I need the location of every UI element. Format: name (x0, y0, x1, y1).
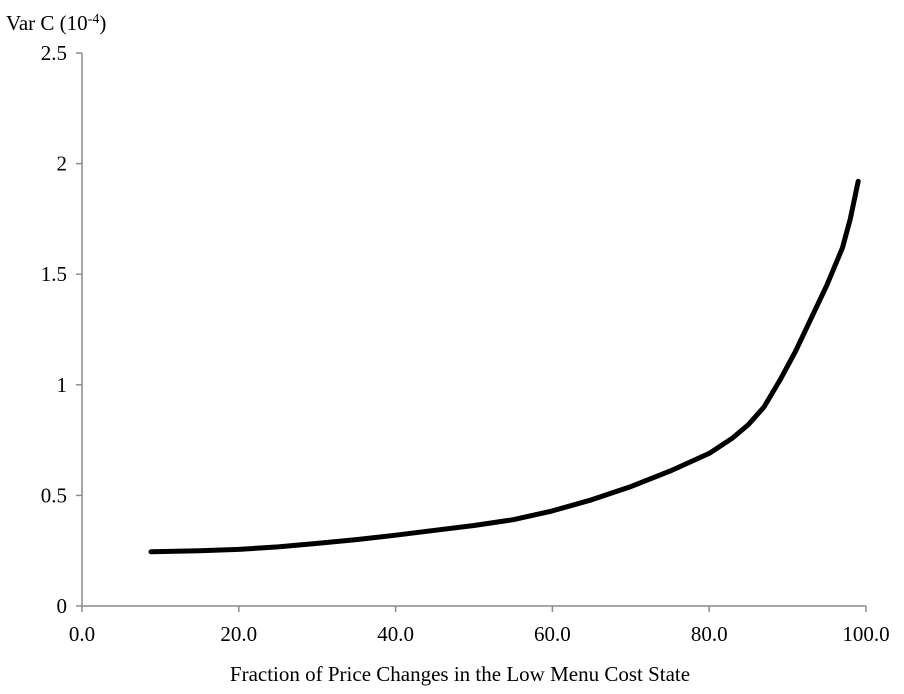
x-axis-ticks: 0.0 20.0 40.0 60.0 80.0 100.0 (69, 606, 890, 646)
y-tick-label: 0 (57, 594, 68, 618)
x-tick-label: 20.0 (220, 622, 257, 646)
y-tick-label: 2.5 (41, 41, 67, 65)
series-layer (148, 178, 861, 555)
y-axis-title-main: Var C (10 (6, 11, 88, 35)
x-axis-title: Fraction of Price Changes in the Low Men… (230, 662, 690, 686)
y-axis-title-exponent: -4 (88, 12, 100, 27)
y-tick-label: 0.5 (41, 483, 67, 507)
x-tick-label: 0.0 (69, 622, 95, 646)
x-tick-label: 100.0 (842, 622, 889, 646)
y-axis-title-close: ) (99, 11, 106, 35)
y-axis-ticks: 0 0.5 1 1.5 2 2.5 (41, 41, 82, 618)
y-tick-label: 2 (57, 152, 68, 176)
y-axis-title: Var C (10-4) (6, 11, 106, 35)
series-line (148, 178, 861, 555)
y-tick-label: 1.5 (41, 262, 67, 286)
x-tick-label: 60.0 (534, 622, 571, 646)
x-tick-label: 80.0 (691, 622, 728, 646)
y-tick-label: 1 (57, 373, 68, 397)
x-tick-label: 40.0 (377, 622, 414, 646)
